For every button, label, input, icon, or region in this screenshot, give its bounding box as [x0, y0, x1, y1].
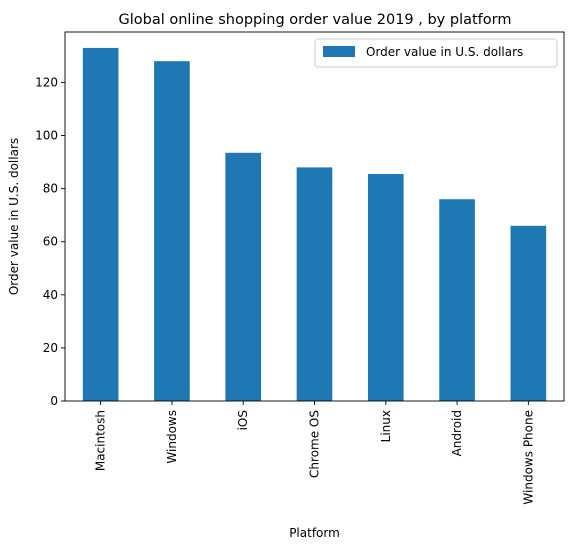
bar-windows — [154, 61, 190, 401]
bar-macintosh — [82, 47, 119, 401]
bar-android — [439, 199, 475, 401]
y-tick-label: 100 — [35, 129, 58, 143]
bar-linux — [367, 174, 404, 401]
y-tick-label: 20 — [43, 341, 58, 355]
x-tick-label: Linux — [379, 410, 393, 442]
bar-ios — [225, 152, 262, 401]
x-tick-label: Windows Phone — [521, 410, 535, 505]
y-axis-label: Order value in U.S. dollars — [7, 138, 21, 295]
legend-swatch — [323, 46, 355, 57]
x-tick-label: Android — [450, 410, 464, 456]
bars-group — [82, 47, 547, 401]
x-tick-label: Macintosh — [94, 410, 108, 471]
x-tick-label: Chrome OS — [308, 410, 322, 478]
x-axis-label: Platform — [289, 526, 340, 540]
legend: Order value in U.S. dollars — [314, 38, 558, 68]
y-axis-ticks: 0 20 40 60 80 100 120 — [35, 75, 65, 408]
legend-frame — [314, 38, 558, 68]
bar-chrome-os — [296, 167, 333, 401]
y-tick-label: 0 — [50, 394, 58, 408]
bar-windows-phone — [510, 225, 547, 401]
y-tick-label: 80 — [43, 182, 58, 196]
x-tick-label: iOS — [236, 410, 250, 430]
y-tick-label: 120 — [35, 75, 58, 89]
plot-frame — [64, 31, 565, 402]
legend-entry-label: Order value in U.S. dollars — [366, 45, 523, 59]
x-tick-label: Windows — [165, 410, 179, 464]
y-tick-label: 40 — [43, 288, 58, 302]
y-tick-label: 60 — [43, 235, 58, 249]
x-axis-ticks: Macintosh Windows iOS Chrome OS Linux Android… — [94, 401, 535, 505]
chart-title: Global online shopping order value 2019 … — [119, 12, 512, 28]
